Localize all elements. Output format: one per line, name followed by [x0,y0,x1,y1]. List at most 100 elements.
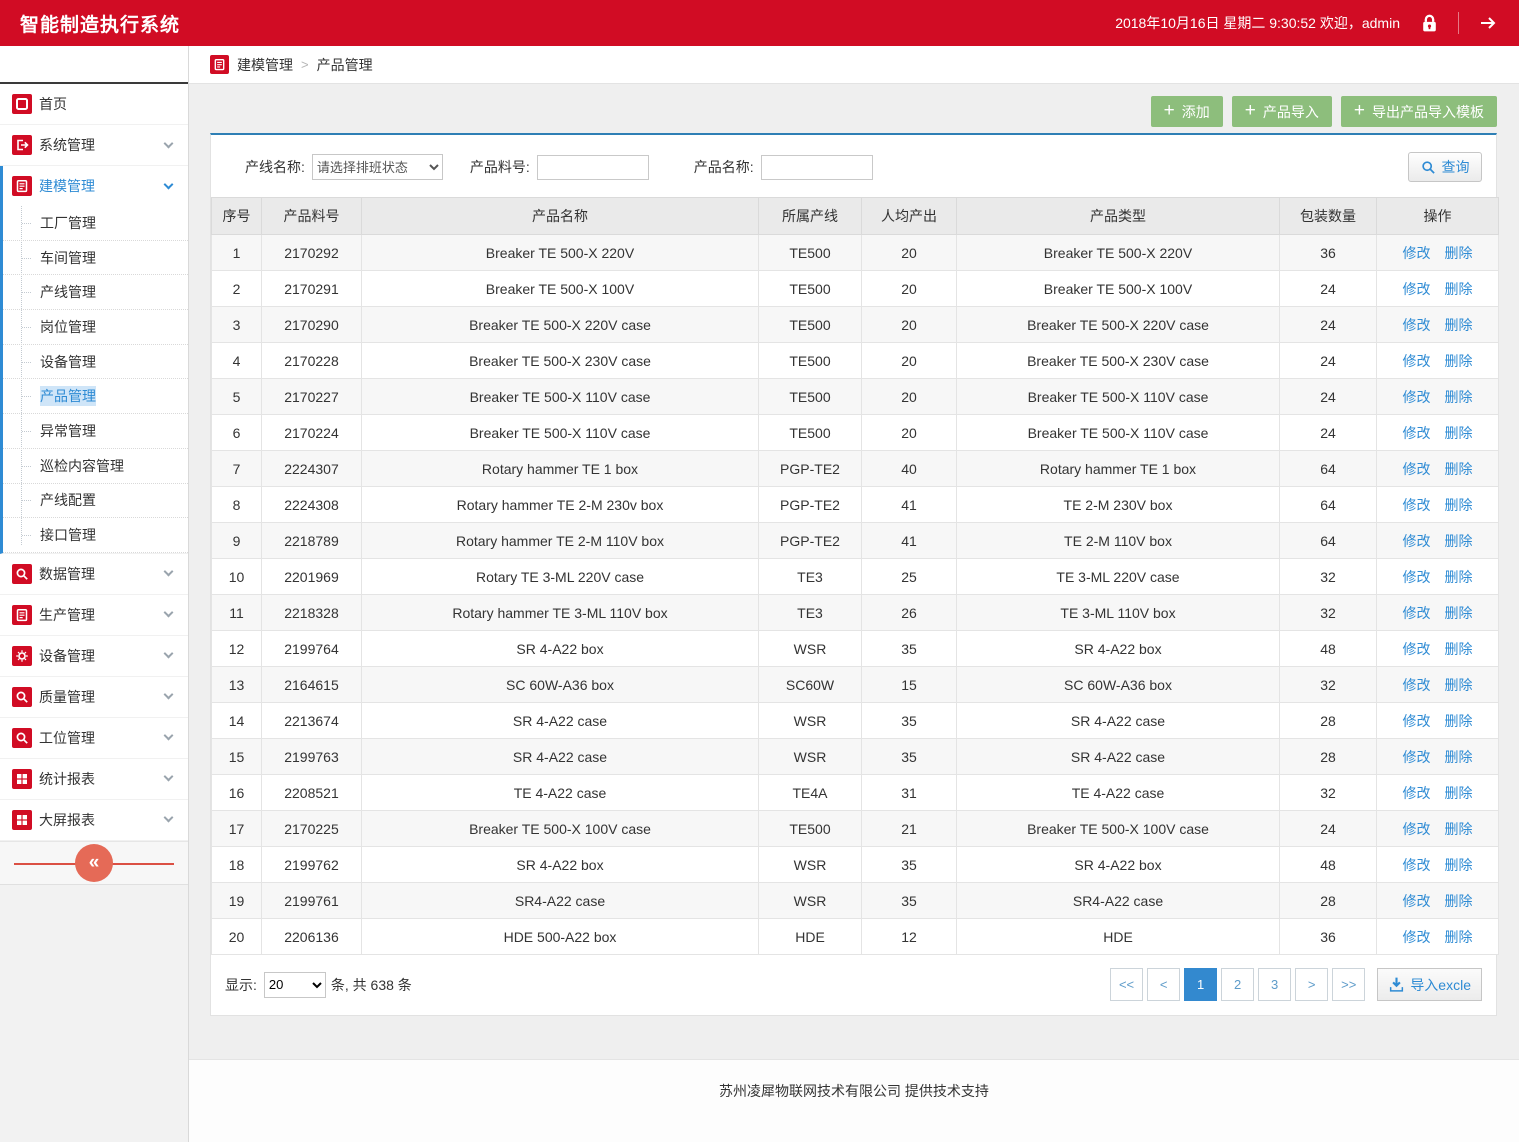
delete-link[interactable]: 删除 [1444,316,1473,333]
edit-link[interactable]: 修改 [1402,496,1431,513]
cell-actions: 修改 删除 [1376,846,1499,883]
sidebar-item-stats-report[interactable]: 统计报表 [0,758,188,799]
sidebar-subitem-line-config[interactable]: 产线配置 [3,484,188,519]
breadcrumb-section[interactable]: 建模管理 [237,56,293,73]
sidebar-item-quality-mgmt[interactable]: 质量管理 [0,676,188,717]
delete-link[interactable]: 删除 [1444,532,1473,549]
sidebar-collapse-button[interactable]: « [75,843,113,882]
edit-link[interactable]: 修改 [1402,928,1431,945]
sidebar-item-production-mgmt[interactable]: 生产管理 [0,594,188,635]
delete-link[interactable]: 删除 [1444,568,1473,585]
delete-link[interactable]: 删除 [1444,676,1473,693]
cell-no: 18 [211,846,262,883]
page-size-select[interactable]: 20 [263,971,326,998]
add-button[interactable]: + 添加 [1150,96,1223,127]
import-excel-button[interactable]: 导入excle [1377,968,1482,1001]
edit-link[interactable]: 修改 [1402,316,1431,333]
sidebar-item-home[interactable]: 首页 [0,84,188,124]
sidebar-subitem-inspection-content-mgmt[interactable]: 巡检内容管理 [3,449,188,484]
edit-link[interactable]: 修改 [1402,784,1431,801]
sidebar-subitem-product-mgmt[interactable]: 产品管理 [3,379,188,415]
edit-link[interactable]: 修改 [1402,712,1431,729]
sidebar-item-bigscreen-report[interactable]: 大屏报表 [0,799,188,840]
sidebar-subitem-line-mgmt[interactable]: 产线管理 [3,275,188,311]
page-button-last[interactable]: >> [1332,968,1366,1001]
sidebar-item-workstation-mgmt[interactable]: 工位管理 [0,717,188,758]
sidebar-subitem-exception-mgmt[interactable]: 异常管理 [3,414,188,449]
delete-link[interactable]: 删除 [1444,604,1473,621]
cell-type: Breaker TE 500-X 220V case [956,306,1280,343]
sidebar-subitem-factory-mgmt[interactable]: 工厂管理 [3,206,188,241]
delete-link[interactable]: 删除 [1444,928,1473,945]
export-template-button[interactable]: + 导出产品导入模板 [1340,96,1497,127]
sidebar-item-modeling-mgmt[interactable]: 建模管理 [3,166,188,206]
edit-link[interactable]: 修改 [1402,604,1431,621]
sidebar-subitem-workshop-mgmt[interactable]: 车间管理 [3,241,188,276]
delete-link[interactable]: 删除 [1444,820,1473,837]
add-button-label: 添加 [1181,103,1210,120]
sidebar-item-system-mgmt[interactable]: 系统管理 [0,125,188,165]
table-row: 12 2199764 SR 4-A22 box WSR 35 SR 4-A22 box 48… [211,630,1499,667]
edit-link[interactable]: 修改 [1402,820,1431,837]
cell-type: Breaker TE 500-X 110V case [956,378,1280,415]
page-button-prev[interactable]: < [1147,968,1181,1001]
sidebar-subitem-post-mgmt[interactable]: 岗位管理 [3,310,188,345]
product-name-input[interactable] [760,154,873,180]
delete-link[interactable]: 删除 [1444,352,1473,369]
edit-link[interactable]: 修改 [1402,244,1431,261]
sidebar-subitem-device-mgmt[interactable]: 设备管理 [3,345,188,380]
edit-link[interactable]: 修改 [1402,388,1431,405]
edit-link[interactable]: 修改 [1402,640,1431,657]
cell-type: TE 3-ML 110V box [956,594,1280,631]
cell-type: Breaker TE 500-X 230V case [956,342,1280,379]
sidebar-item-data-mgmt[interactable]: 数据管理 [0,553,188,594]
delete-link[interactable]: 删除 [1444,784,1473,801]
edit-link[interactable]: 修改 [1402,676,1431,693]
lock-icon[interactable] [1416,10,1442,36]
edit-link[interactable]: 修改 [1402,748,1431,765]
sidebar-item-label: 质量管理 [39,688,95,705]
search-icon [1421,160,1435,174]
chevron-down-icon [163,730,174,741]
delete-link[interactable]: 删除 [1444,280,1473,297]
product-import-button[interactable]: + 产品导入 [1231,96,1332,127]
line-select[interactable]: 请选择排班状态 [311,154,443,180]
delete-link[interactable]: 删除 [1444,892,1473,909]
edit-link[interactable]: 修改 [1402,532,1431,549]
sidebar-subitem-interface-mgmt[interactable]: 接口管理 [3,518,188,553]
sidebar-subitem-label: 产线管理 [40,284,96,301]
page-button-next[interactable]: > [1295,968,1329,1001]
footer-text: 苏州凌犀物联网技术有限公司 提供技术支持 [719,1083,989,1099]
delete-link[interactable]: 删除 [1444,496,1473,513]
delete-link[interactable]: 删除 [1444,640,1473,657]
cell-actions: 修改 删除 [1376,882,1499,919]
delete-link[interactable]: 删除 [1444,748,1473,765]
chevron-down-icon [163,771,174,782]
delete-link[interactable]: 删除 [1444,460,1473,477]
page-button-page-3[interactable]: 3 [1258,968,1292,1001]
cell-no: 4 [211,342,262,379]
sidebar-subitem-label: 产线配置 [40,492,96,509]
edit-link[interactable]: 修改 [1402,568,1431,585]
sidebar-collapse-bar: « [0,840,188,885]
delete-link[interactable]: 删除 [1444,856,1473,873]
logout-arrow-icon[interactable] [1475,10,1501,36]
delete-link[interactable]: 删除 [1444,424,1473,441]
page-button-page-1[interactable]: 1 [1184,968,1218,1001]
part-no-input[interactable] [536,154,649,180]
cell-line: HDE [758,918,862,955]
page-button-page-2[interactable]: 2 [1221,968,1255,1001]
edit-link[interactable]: 修改 [1402,424,1431,441]
edit-link[interactable]: 修改 [1402,352,1431,369]
delete-link[interactable]: 删除 [1444,388,1473,405]
delete-link[interactable]: 删除 [1444,712,1473,729]
edit-link[interactable]: 修改 [1402,856,1431,873]
edit-link[interactable]: 修改 [1402,460,1431,477]
edit-link[interactable]: 修改 [1402,892,1431,909]
sidebar-item-equipment-mgmt[interactable]: 设备管理 [0,635,188,676]
page-button-first[interactable]: << [1109,968,1144,1001]
app-title: 智能制造执行系统 [20,14,181,36]
delete-link[interactable]: 删除 [1444,244,1473,261]
edit-link[interactable]: 修改 [1402,280,1431,297]
search-button[interactable]: 查询 [1408,152,1482,182]
